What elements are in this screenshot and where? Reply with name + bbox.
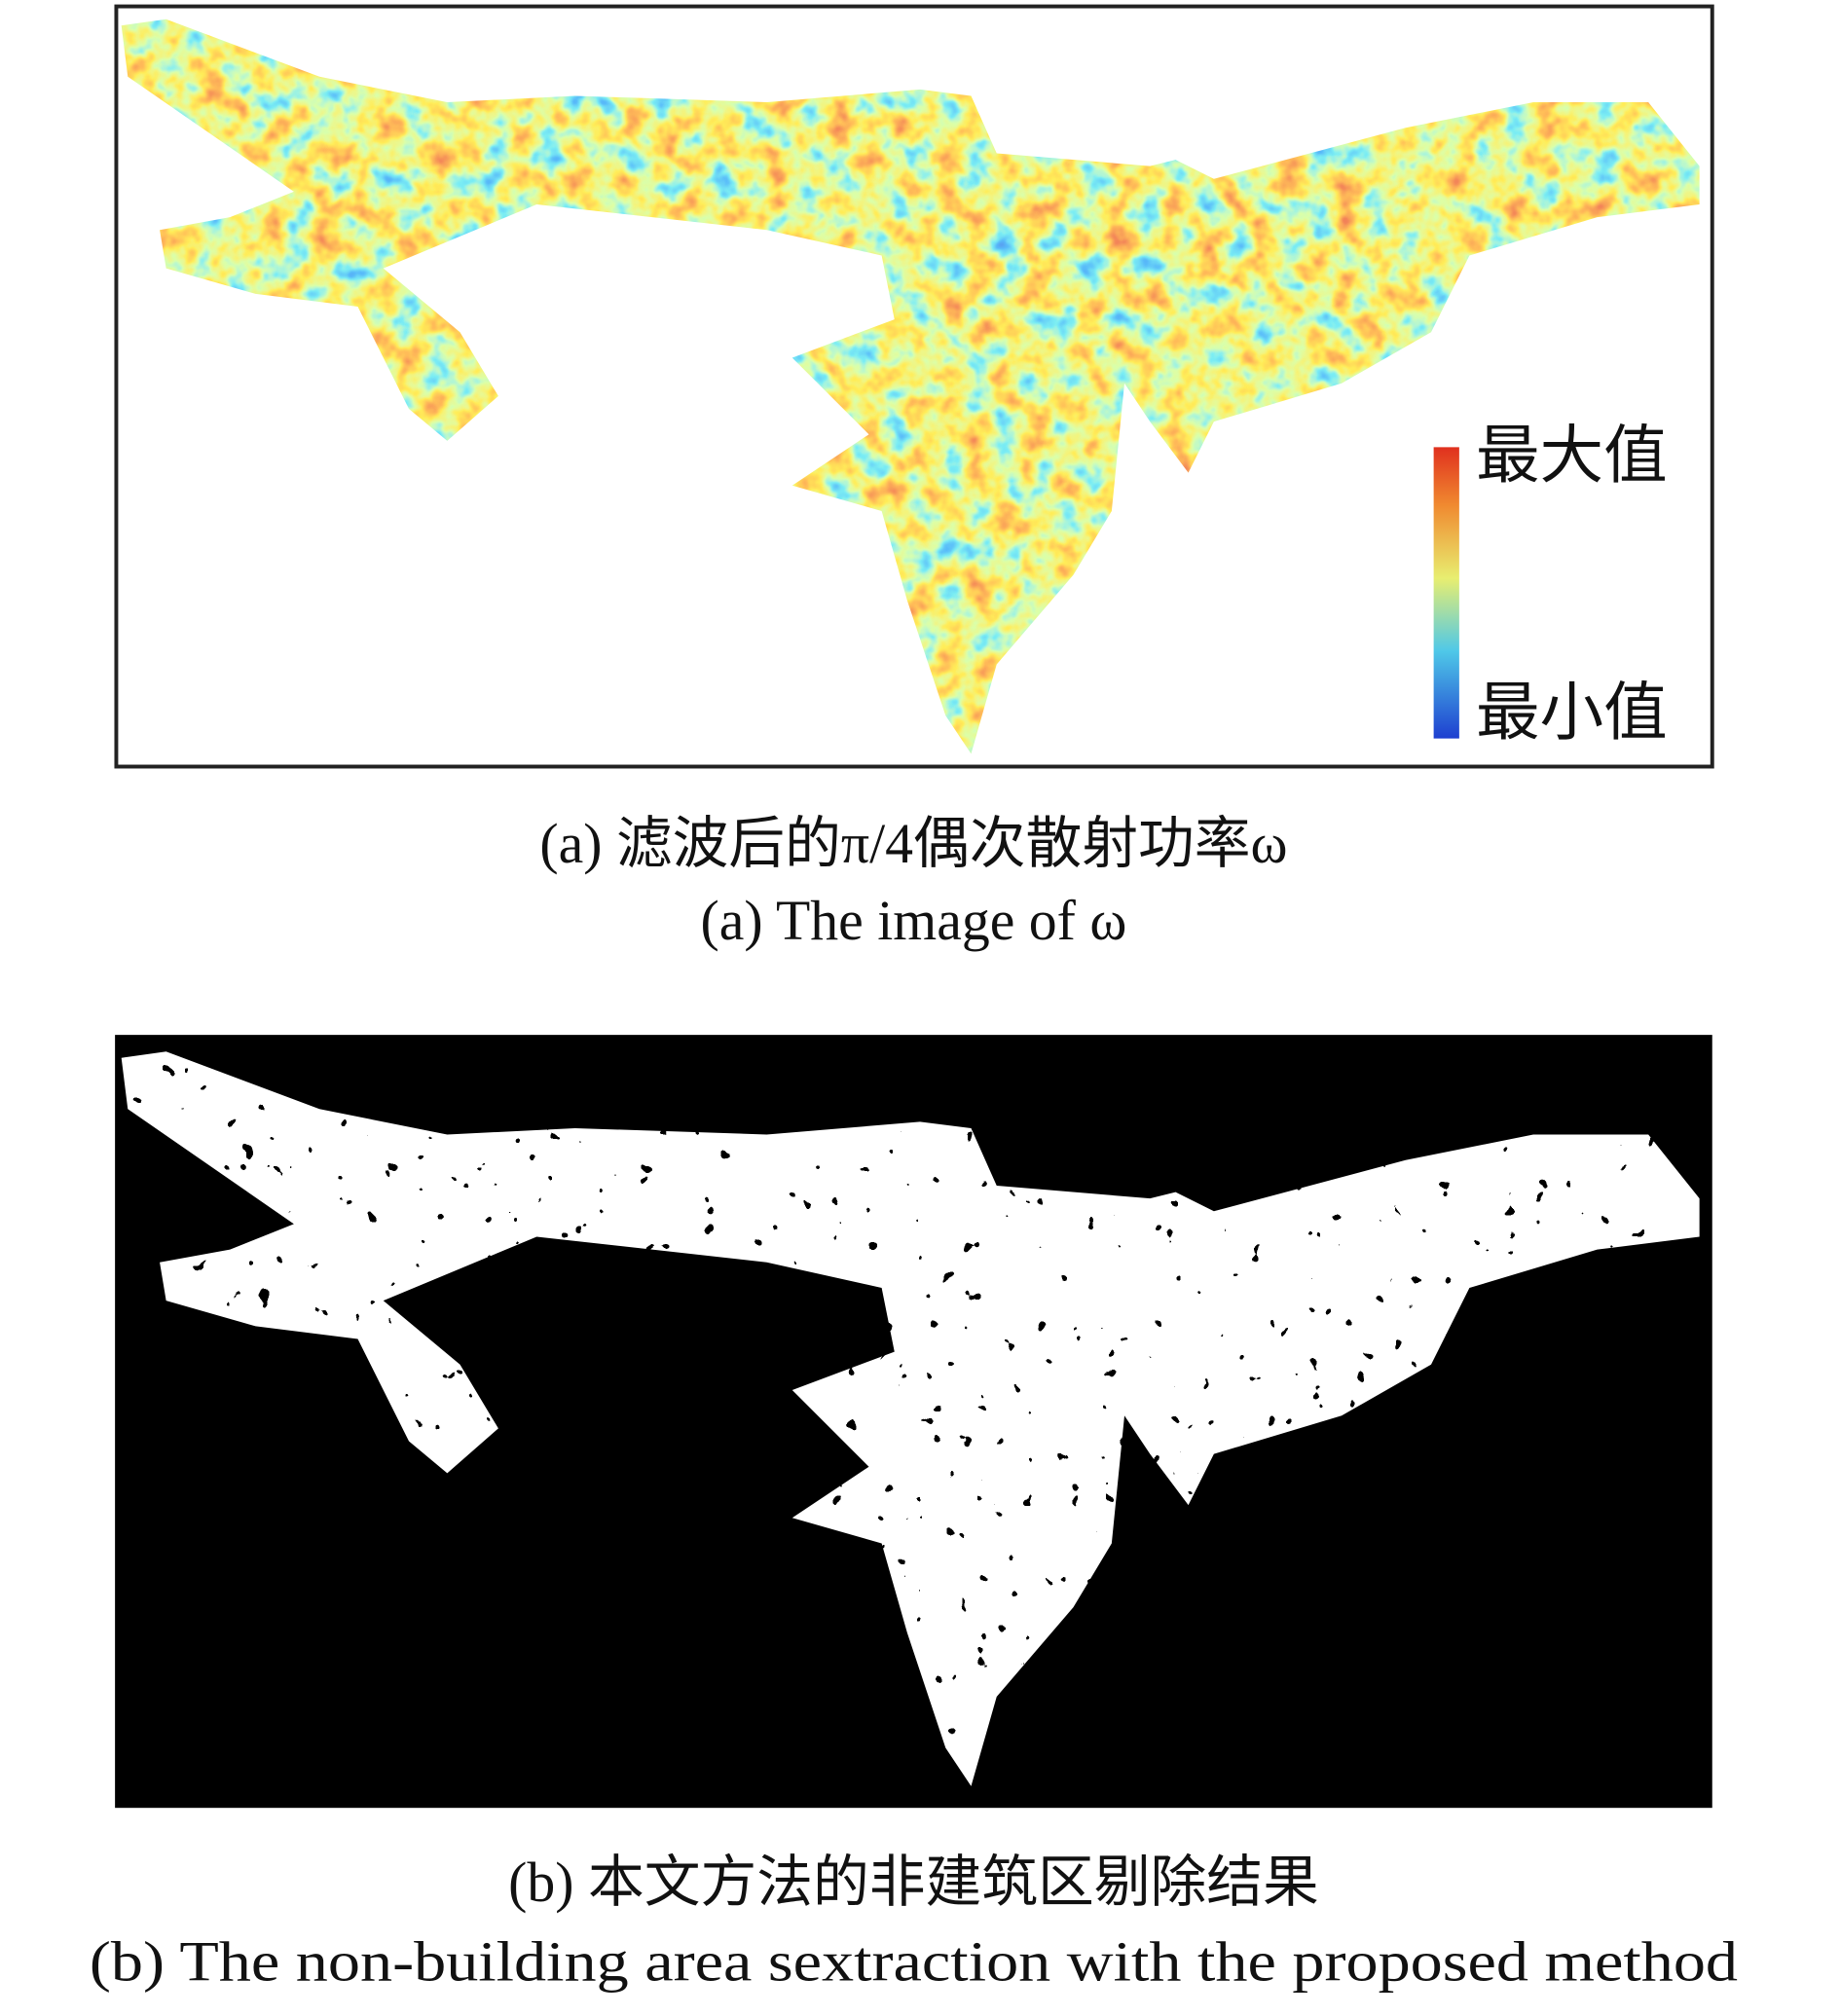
- caption-a-zh: (a) 滤波后的π/4偶次散射功率ω: [539, 814, 1287, 875]
- colorbar: [1433, 447, 1459, 739]
- caption-b-en: (b) The non-building area sextraction wi…: [90, 1932, 1738, 1994]
- caption-b-zh: (b) 本文方法的非建筑区剔除结果: [508, 1852, 1319, 1914]
- colorbar-min-label: 最小值: [1476, 678, 1668, 749]
- caption-a-en: (a) The image of ω: [701, 891, 1127, 952]
- colorbar-max-label: 最大值: [1476, 422, 1668, 492]
- figure-content: 最大值 最小值 (a) 滤波后的π/4偶次散射功率ω (a) The image…: [90, 4, 1738, 1994]
